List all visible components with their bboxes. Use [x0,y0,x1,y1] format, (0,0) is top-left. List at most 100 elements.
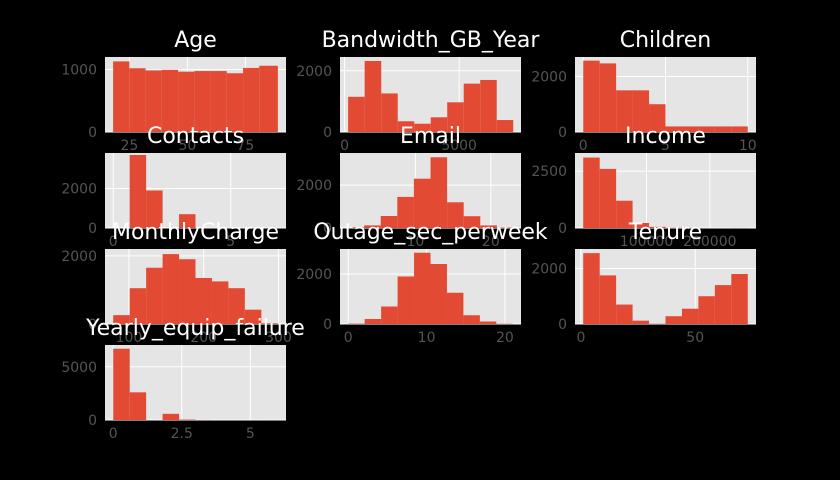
panel-outage-sec-perweek: 0 2000 0 10 20 [296,249,521,346]
x-tick-label: 100 [116,330,143,346]
y-tick-label: 2000 [531,69,567,85]
histogram-bar [698,126,715,132]
panel-children: 0 2000 0 5 10 [531,57,757,154]
panel-age: 0 1000 25 50 75 [61,57,286,154]
x-tick-label: 10 [739,138,757,154]
histogram-bar [381,306,398,324]
histogram-bar [430,157,448,228]
x-tick-label: 20 [496,330,514,346]
x-tick-label: 10 [407,234,425,250]
y-tick-label: 0 [558,125,567,141]
histogram-bar [616,200,633,228]
histogram-bar [463,216,481,228]
x-tick-label: 75 [236,138,254,154]
histogram-bar [665,126,682,132]
x-tick-label: 0 [109,234,118,250]
y-tick-label: 0 [323,125,332,141]
histogram-bar [364,60,382,132]
x-tick-label: 20 [482,234,500,250]
histogram-bar [616,304,633,324]
histogram-bar [397,121,415,132]
x-tick-label: 50 [178,138,196,154]
histogram-bar [210,71,227,132]
histogram-bar [162,254,180,324]
histogram-bar [146,267,163,324]
y-tick-label: 2500 [531,164,567,180]
x-tick-label: 200000 [683,234,736,250]
histogram-bar [161,69,179,132]
histogram-bar [364,319,382,324]
y-tick-label: 2000 [296,178,332,194]
panel-yearly-equip-failure: 0 5000 0 2.5 5 [61,345,286,442]
panel-title-contacts: Contacts [147,124,244,149]
histogram-bar [599,275,617,324]
x-tick-label: 10 [418,330,436,346]
histogram-bar [480,225,497,228]
x-tick-label: 0 [344,330,353,346]
histogram-bar [347,227,365,228]
x-tick-label: 50 [686,330,704,346]
x-tick-label: 5 [661,138,670,154]
histogram-bar [447,202,464,228]
histogram-bar [632,90,650,132]
histogram-bar [129,154,147,228]
histogram-bar [179,259,196,324]
panel-title-tenure: Tenure [628,220,702,245]
panel-title-age: Age [174,28,217,53]
y-tick-label: 2000 [61,249,97,265]
histogram-bar [632,320,650,324]
histogram-bar [447,102,464,132]
y-tick-label: 1000 [61,63,97,79]
x-tick-label: 0 [579,138,588,154]
histogram-bar [599,63,617,133]
histogram-bar [632,223,650,228]
y-tick-label: 0 [323,317,332,333]
histogram-bar [178,71,195,132]
x-tick-label: 200 [190,330,217,346]
histogram-bar [714,126,732,132]
panel-title-outage-sec-perweek: Outage_sec_perweek [313,220,548,245]
histogram-bar [364,225,381,228]
histogram-bar [195,277,212,324]
panel-contacts: 0 2000 0 5 [61,153,286,250]
histogram-bar [381,93,398,132]
x-tick-label: 5 [246,426,255,442]
histogram-bar [194,71,211,132]
histogram-bar [179,214,196,228]
panel-tenure: 0 2000 0 50 [531,249,756,346]
histogram-bar [583,60,600,132]
histogram-bar [397,196,414,228]
histogram-bar [698,296,715,324]
histogram-bar [480,79,497,132]
panel-title-income: Income [625,124,706,149]
histogram-bar [665,316,682,324]
panel-title-monthlycharge: MonthlyCharge [112,220,279,245]
histogram-bar [129,392,147,420]
x-tick-label: 5 [226,234,235,250]
x-tick-label: 0 [340,138,349,154]
histogram-bar [261,323,278,324]
histogram-bar [414,252,431,324]
histogram-bar [414,123,431,132]
histogram-bar [479,321,497,324]
panel-monthlycharge: 0 2000 100 200 300 [61,249,292,346]
panel-title-email: Email [400,124,461,149]
histogram-bar [113,315,130,324]
histogram-bar [496,120,514,132]
histogram-bar [226,73,244,132]
panel-income: 0 2500 100000 200000 [531,153,756,250]
x-tick-label: 2.5 [171,426,193,442]
histogram-bar [714,285,732,324]
histogram-bar [731,274,748,324]
histogram-bar [681,126,699,132]
histogram-bar [599,168,617,228]
x-tick-label: 25 [120,138,138,154]
histogram-bar [113,61,130,132]
y-tick-label: 2000 [296,64,332,80]
histogram-bar [616,90,633,132]
panel-email: 0 2000 10 20 [296,153,521,250]
y-tick-label: 0 [323,221,332,237]
y-tick-label: 2000 [296,267,332,283]
histogram-bar [244,309,262,324]
